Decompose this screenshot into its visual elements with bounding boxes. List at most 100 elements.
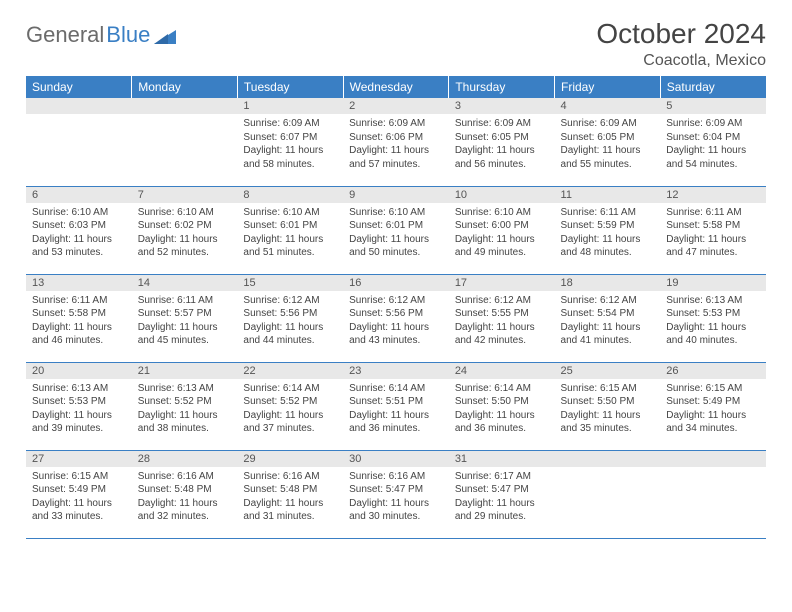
day-details: Sunrise: 6:10 AMSunset: 6:03 PMDaylight:… bbox=[26, 203, 132, 264]
day-number: 11 bbox=[555, 187, 661, 203]
day-number: 7 bbox=[132, 187, 238, 203]
calendar-day-cell: 9Sunrise: 6:10 AMSunset: 6:01 PMDaylight… bbox=[343, 186, 449, 274]
day-number: 28 bbox=[132, 451, 238, 467]
day-details: Sunrise: 6:15 AMSunset: 5:49 PMDaylight:… bbox=[26, 467, 132, 528]
day-details: Sunrise: 6:09 AMSunset: 6:05 PMDaylight:… bbox=[555, 114, 661, 175]
calendar-page: GeneralBlue October 2024 Coacotla, Mexic… bbox=[0, 0, 792, 549]
weekday-header: Tuesday bbox=[237, 76, 343, 98]
calendar-table: SundayMondayTuesdayWednesdayThursdayFrid… bbox=[26, 76, 766, 539]
weekday-header: Saturday bbox=[660, 76, 766, 98]
day-number: 29 bbox=[237, 451, 343, 467]
day-details: Sunrise: 6:09 AMSunset: 6:04 PMDaylight:… bbox=[660, 114, 766, 175]
day-details: Sunrise: 6:11 AMSunset: 5:58 PMDaylight:… bbox=[26, 291, 132, 352]
day-number: 15 bbox=[237, 275, 343, 291]
month-title: October 2024 bbox=[596, 18, 766, 50]
calendar-day-cell: 27Sunrise: 6:15 AMSunset: 5:49 PMDayligh… bbox=[26, 450, 132, 538]
day-number: 16 bbox=[343, 275, 449, 291]
calendar-week-row: 27Sunrise: 6:15 AMSunset: 5:49 PMDayligh… bbox=[26, 450, 766, 538]
header: GeneralBlue October 2024 Coacotla, Mexic… bbox=[26, 18, 766, 70]
day-details: Sunrise: 6:09 AMSunset: 6:05 PMDaylight:… bbox=[449, 114, 555, 175]
day-number: 13 bbox=[26, 275, 132, 291]
day-number: 30 bbox=[343, 451, 449, 467]
day-number: 23 bbox=[343, 363, 449, 379]
day-details: Sunrise: 6:14 AMSunset: 5:50 PMDaylight:… bbox=[449, 379, 555, 440]
day-details: Sunrise: 6:12 AMSunset: 5:56 PMDaylight:… bbox=[237, 291, 343, 352]
logo-triangle-icon bbox=[154, 26, 176, 44]
day-number: 9 bbox=[343, 187, 449, 203]
calendar-day-cell bbox=[660, 450, 766, 538]
weekday-header: Wednesday bbox=[343, 76, 449, 98]
calendar-day-cell: 2Sunrise: 6:09 AMSunset: 6:06 PMDaylight… bbox=[343, 98, 449, 186]
logo-text-2: Blue bbox=[106, 22, 150, 48]
day-details: Sunrise: 6:10 AMSunset: 6:02 PMDaylight:… bbox=[132, 203, 238, 264]
day-number: 5 bbox=[660, 98, 766, 114]
day-number: 1 bbox=[237, 98, 343, 114]
calendar-header-row: SundayMondayTuesdayWednesdayThursdayFrid… bbox=[26, 76, 766, 98]
day-details bbox=[555, 467, 661, 474]
day-number: 25 bbox=[555, 363, 661, 379]
calendar-day-cell: 29Sunrise: 6:16 AMSunset: 5:48 PMDayligh… bbox=[237, 450, 343, 538]
day-details: Sunrise: 6:09 AMSunset: 6:06 PMDaylight:… bbox=[343, 114, 449, 175]
calendar-day-cell: 1Sunrise: 6:09 AMSunset: 6:07 PMDaylight… bbox=[237, 98, 343, 186]
weekday-header: Sunday bbox=[26, 76, 132, 98]
weekday-header: Thursday bbox=[449, 76, 555, 98]
calendar-day-cell: 22Sunrise: 6:14 AMSunset: 5:52 PMDayligh… bbox=[237, 362, 343, 450]
calendar-day-cell: 19Sunrise: 6:13 AMSunset: 5:53 PMDayligh… bbox=[660, 274, 766, 362]
day-number: 19 bbox=[660, 275, 766, 291]
day-details: Sunrise: 6:14 AMSunset: 5:51 PMDaylight:… bbox=[343, 379, 449, 440]
day-details: Sunrise: 6:13 AMSunset: 5:53 PMDaylight:… bbox=[26, 379, 132, 440]
calendar-day-cell: 11Sunrise: 6:11 AMSunset: 5:59 PMDayligh… bbox=[555, 186, 661, 274]
calendar-day-cell: 13Sunrise: 6:11 AMSunset: 5:58 PMDayligh… bbox=[26, 274, 132, 362]
day-details: Sunrise: 6:11 AMSunset: 5:58 PMDaylight:… bbox=[660, 203, 766, 264]
calendar-week-row: 1Sunrise: 6:09 AMSunset: 6:07 PMDaylight… bbox=[26, 98, 766, 186]
calendar-day-cell: 3Sunrise: 6:09 AMSunset: 6:05 PMDaylight… bbox=[449, 98, 555, 186]
day-details: Sunrise: 6:12 AMSunset: 5:56 PMDaylight:… bbox=[343, 291, 449, 352]
calendar-day-cell: 5Sunrise: 6:09 AMSunset: 6:04 PMDaylight… bbox=[660, 98, 766, 186]
day-number: 8 bbox=[237, 187, 343, 203]
calendar-day-cell: 8Sunrise: 6:10 AMSunset: 6:01 PMDaylight… bbox=[237, 186, 343, 274]
calendar-day-cell: 20Sunrise: 6:13 AMSunset: 5:53 PMDayligh… bbox=[26, 362, 132, 450]
calendar-body: 1Sunrise: 6:09 AMSunset: 6:07 PMDaylight… bbox=[26, 98, 766, 538]
weekday-header: Friday bbox=[555, 76, 661, 98]
day-details: Sunrise: 6:16 AMSunset: 5:47 PMDaylight:… bbox=[343, 467, 449, 528]
day-number bbox=[555, 451, 661, 467]
day-details: Sunrise: 6:14 AMSunset: 5:52 PMDaylight:… bbox=[237, 379, 343, 440]
day-details: Sunrise: 6:12 AMSunset: 5:54 PMDaylight:… bbox=[555, 291, 661, 352]
calendar-day-cell: 21Sunrise: 6:13 AMSunset: 5:52 PMDayligh… bbox=[132, 362, 238, 450]
calendar-day-cell: 18Sunrise: 6:12 AMSunset: 5:54 PMDayligh… bbox=[555, 274, 661, 362]
calendar-day-cell: 25Sunrise: 6:15 AMSunset: 5:50 PMDayligh… bbox=[555, 362, 661, 450]
calendar-day-cell: 15Sunrise: 6:12 AMSunset: 5:56 PMDayligh… bbox=[237, 274, 343, 362]
calendar-day-cell: 26Sunrise: 6:15 AMSunset: 5:49 PMDayligh… bbox=[660, 362, 766, 450]
day-details: Sunrise: 6:15 AMSunset: 5:50 PMDaylight:… bbox=[555, 379, 661, 440]
calendar-day-cell: 30Sunrise: 6:16 AMSunset: 5:47 PMDayligh… bbox=[343, 450, 449, 538]
day-details bbox=[26, 114, 132, 121]
day-number bbox=[660, 451, 766, 467]
day-details: Sunrise: 6:10 AMSunset: 6:01 PMDaylight:… bbox=[237, 203, 343, 264]
day-number bbox=[132, 98, 238, 114]
day-details: Sunrise: 6:10 AMSunset: 6:00 PMDaylight:… bbox=[449, 203, 555, 264]
day-details: Sunrise: 6:16 AMSunset: 5:48 PMDaylight:… bbox=[132, 467, 238, 528]
location: Coacotla, Mexico bbox=[596, 52, 766, 70]
calendar-day-cell: 24Sunrise: 6:14 AMSunset: 5:50 PMDayligh… bbox=[449, 362, 555, 450]
day-details: Sunrise: 6:16 AMSunset: 5:48 PMDaylight:… bbox=[237, 467, 343, 528]
day-number: 22 bbox=[237, 363, 343, 379]
day-details: Sunrise: 6:17 AMSunset: 5:47 PMDaylight:… bbox=[449, 467, 555, 528]
calendar-day-cell: 16Sunrise: 6:12 AMSunset: 5:56 PMDayligh… bbox=[343, 274, 449, 362]
day-number: 6 bbox=[26, 187, 132, 203]
day-details: Sunrise: 6:12 AMSunset: 5:55 PMDaylight:… bbox=[449, 291, 555, 352]
calendar-day-cell: 4Sunrise: 6:09 AMSunset: 6:05 PMDaylight… bbox=[555, 98, 661, 186]
day-number: 3 bbox=[449, 98, 555, 114]
calendar-week-row: 6Sunrise: 6:10 AMSunset: 6:03 PMDaylight… bbox=[26, 186, 766, 274]
weekday-header: Monday bbox=[132, 76, 238, 98]
calendar-day-cell: 31Sunrise: 6:17 AMSunset: 5:47 PMDayligh… bbox=[449, 450, 555, 538]
calendar-day-cell: 6Sunrise: 6:10 AMSunset: 6:03 PMDaylight… bbox=[26, 186, 132, 274]
day-number: 4 bbox=[555, 98, 661, 114]
day-details: Sunrise: 6:15 AMSunset: 5:49 PMDaylight:… bbox=[660, 379, 766, 440]
day-number: 12 bbox=[660, 187, 766, 203]
day-number: 27 bbox=[26, 451, 132, 467]
calendar-day-cell bbox=[555, 450, 661, 538]
day-number: 18 bbox=[555, 275, 661, 291]
calendar-day-cell: 23Sunrise: 6:14 AMSunset: 5:51 PMDayligh… bbox=[343, 362, 449, 450]
day-number: 14 bbox=[132, 275, 238, 291]
day-number: 31 bbox=[449, 451, 555, 467]
